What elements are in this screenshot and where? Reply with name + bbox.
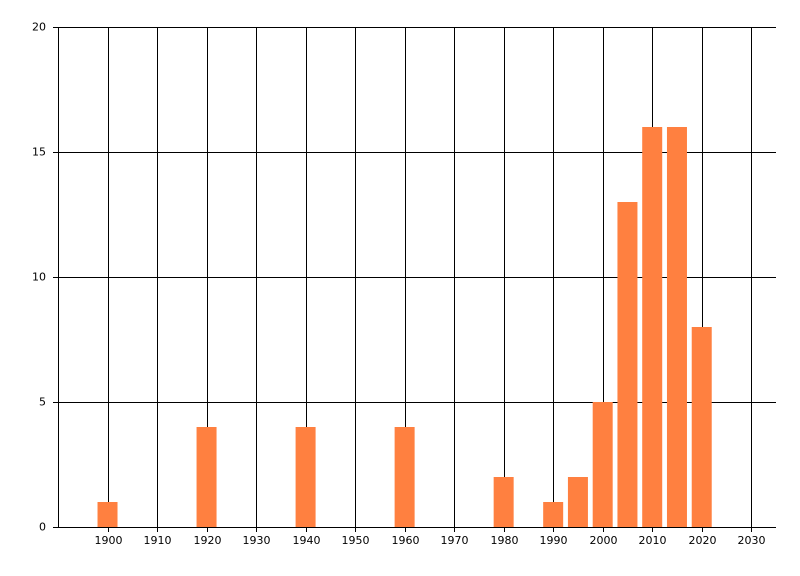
x-tick-label: 2010 [639,534,667,547]
bar [97,502,118,527]
x-tick-label: 2020 [689,534,717,547]
y-tick-label: 15 [32,146,46,159]
bar [543,502,564,527]
y-tick-label: 20 [32,21,46,34]
bar [592,402,613,527]
x-tick-label: 1950 [342,534,370,547]
x-tick-label: 2000 [590,534,618,547]
x-tick-label: 1940 [293,534,321,547]
bar [691,327,712,527]
x-tick-label: 1990 [540,534,568,547]
x-tick-label: 1980 [491,534,519,547]
bar [617,202,638,527]
bar [394,427,415,527]
x-tick-label: 1960 [392,534,420,547]
x-tick-label: 1920 [194,534,222,547]
bar [642,127,663,527]
x-tick-label: 1900 [95,534,123,547]
x-tick-label: 1910 [144,534,172,547]
bar [666,127,687,527]
y-tick-label: 10 [32,271,46,284]
bar [196,427,217,527]
x-tick-label: 1930 [243,534,271,547]
bar [493,477,514,527]
y-tick-label: 5 [39,396,46,409]
bar [567,477,588,527]
y-tick-label: 0 [39,521,46,534]
x-tick-label: 1970 [441,534,469,547]
x-tick-label: 2030 [738,534,766,547]
bar [295,427,316,527]
